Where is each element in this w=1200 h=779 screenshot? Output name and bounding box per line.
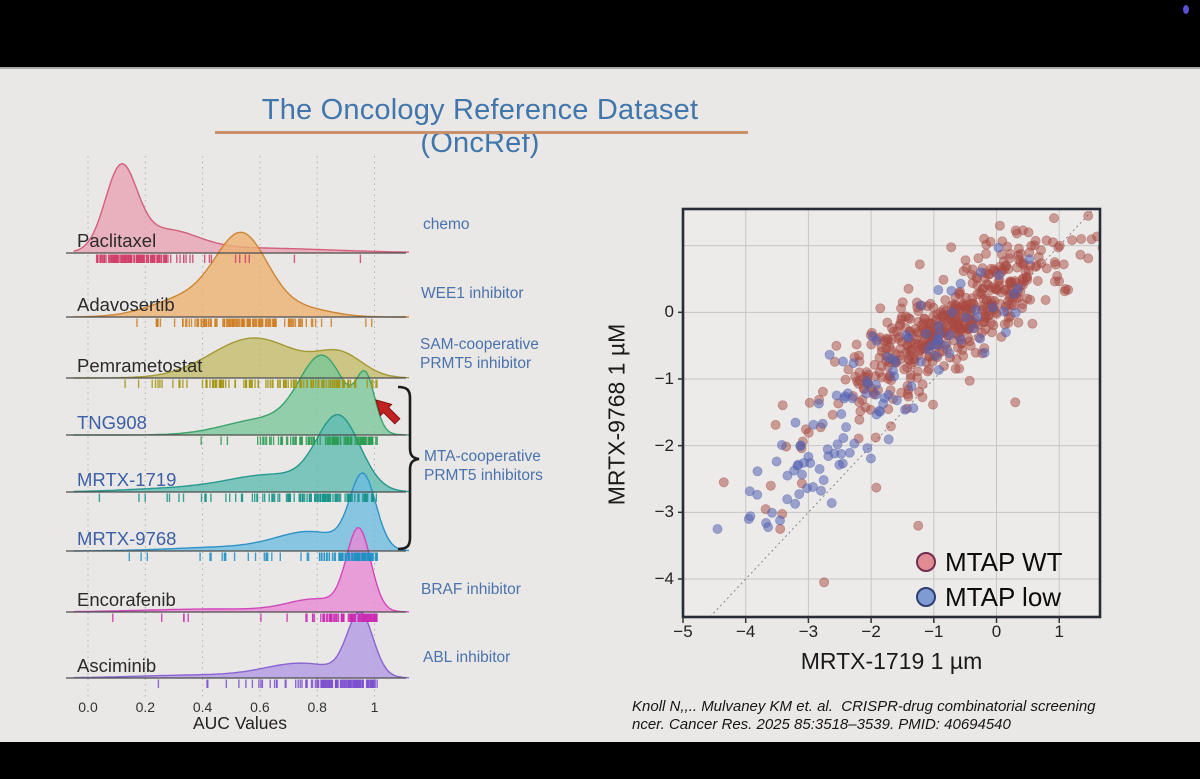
scatter-y-tick-−1: −1 — [654, 369, 674, 388]
scatter-x-tick-−5: −5 — [673, 622, 693, 641]
scatter-x-tick-1: 1 — [1054, 622, 1064, 641]
scatter-legend: MTAP WT MTAP low — [916, 547, 1062, 612]
drug-label-Pemrametostat: Pemrametostat — [77, 355, 203, 376]
rug-Pemrametostat — [124, 379, 378, 388]
scatter-x-tick-−3: −3 — [798, 622, 819, 641]
mtap-low-marker-icon — [916, 587, 936, 607]
ridge-curve-Adavosertib — [73, 231, 409, 318]
scatter-y-tick-−3: −3 — [654, 502, 674, 522]
class-label-4: BRAF inhibitor — [421, 581, 521, 598]
ridge-x-tick-0.0: 0.0 — [78, 699, 98, 715]
citation-line-2: ncer. Cancer Res. 2025 85:3518–3539. PMI… — [632, 716, 1011, 733]
ridge-curve-MRTX-9768 — [73, 472, 409, 552]
top-letterbox-bar — [0, 0, 1200, 67]
ridgeline-chart — [66, 156, 420, 698]
scatter-y-axis-title: MRTX-9768 1 µM — [603, 323, 630, 506]
rug-Asciminib — [157, 679, 378, 688]
legend-row-mtap-wt: MTAP WT — [916, 547, 1062, 577]
drug-label-TNG908: TNG908 — [77, 412, 147, 433]
scatter-plot — [678, 207, 1102, 623]
mta-group-bracket — [397, 385, 420, 551]
class-label-2: SAM-cooperative PRMT5 inhibitor — [420, 336, 539, 372]
scatter-y-tick-−4: −4 — [654, 569, 674, 588]
ridge-x-tick-0.2: 0.2 — [135, 699, 156, 715]
rug-Adavosertib — [136, 318, 373, 327]
drug-label-Adavosertib: Adavosertib — [77, 294, 175, 315]
citation-line-1: Knoll N,,.. Mulvaney KM et. al. CRISPR-d… — [632, 698, 1096, 715]
ridge-area-TNG908 — [73, 355, 409, 435]
scatter-x-tick-0: 0 — [991, 622, 1002, 641]
drug-label-MRTX-1719: MRTX-1719 — [77, 469, 177, 490]
scatter-x-tick-−1: −1 — [924, 622, 944, 641]
ridgeline-x-axis-title: AUC Values — [192, 713, 288, 733]
legend-row-mtap-low: MTAP low — [916, 582, 1062, 612]
rug-Encorafenib — [112, 613, 378, 622]
mtap-wt-marker-icon — [916, 552, 936, 572]
class-label-0: chemo — [423, 216, 470, 233]
legend-label-mtap-wt: MTAP WT — [945, 546, 1063, 577]
ridge-x-tick-0.8: 0.8 — [307, 699, 327, 715]
ridge-x-tick-1: 1 — [370, 699, 379, 715]
rug-Paclitaxel — [95, 254, 362, 263]
rug-MRTX-1719 — [98, 493, 377, 502]
class-label-3: MTA-cooperative PRMT5 inhibitors — [424, 448, 543, 484]
purple-notification-dot — [1183, 5, 1189, 14]
rug-MRTX-9768 — [128, 552, 378, 561]
class-label-5: ABL inhibitor — [423, 649, 511, 666]
scatter-series-MTAP low — [712, 242, 1035, 535]
ridge-area-Adavosertib — [73, 232, 409, 317]
ridge-area-MRTX-9768 — [73, 472, 409, 551]
ridge-area-MRTX-1719 — [73, 414, 409, 492]
scatter-y-tick-−2: −2 — [654, 435, 674, 455]
ridge-curve-MRTX-1719 — [73, 413, 409, 493]
scatter-frame — [681, 207, 1102, 619]
red-arrow-annotation — [375, 399, 401, 425]
drug-label-Asciminib: Asciminib — [77, 655, 157, 676]
ridge-x-tick-0.6: 0.6 — [250, 699, 270, 715]
ridge-area-Encorafenib — [73, 527, 409, 612]
scatter-x-axis-title: MRTX-1719 1 µm — [800, 648, 983, 674]
scatter-y-tick-0: 0 — [664, 302, 674, 322]
ridge-curve-Encorafenib — [73, 526, 409, 613]
class-label-1: WEE1 inhibitor — [421, 285, 524, 302]
title-underline — [215, 131, 748, 134]
legend-label-mtap-low: MTAP low — [945, 581, 1062, 612]
drug-label-MRTX-9768: MRTX-9768 — [77, 528, 177, 549]
scatter-tick-marks — [678, 311, 1060, 623]
ridge-area-Paclitaxel — [73, 163, 409, 253]
rug-TNG908 — [200, 436, 378, 445]
scatter-x-tick-−2: −2 — [861, 622, 881, 641]
drug-label-Encorafenib: Encorafenib — [77, 589, 176, 610]
ridge-x-tick-0.4: 0.4 — [192, 699, 213, 715]
ridge-area-Asciminib — [73, 611, 409, 678]
drug-label-Paclitaxel: Paclitaxel — [77, 230, 157, 251]
scatter-x-tick-−4: −4 — [736, 622, 756, 641]
